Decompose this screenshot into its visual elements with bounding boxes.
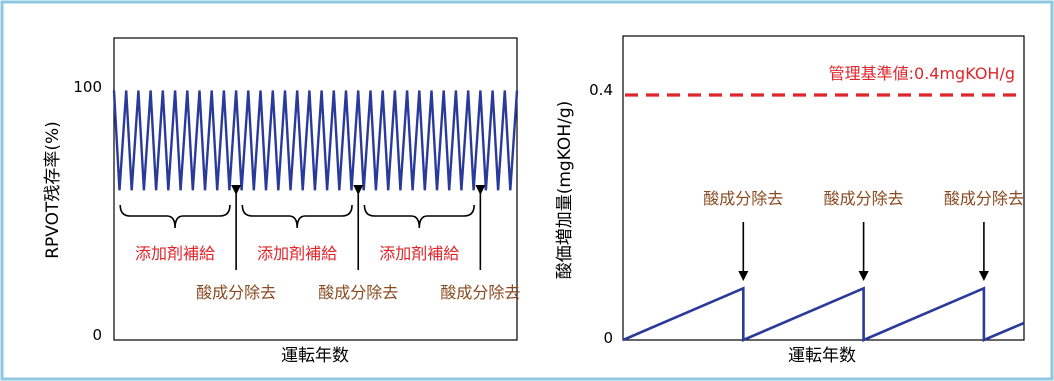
additive-brace: [119, 204, 231, 229]
acid-removal-label: 酸成分除去: [703, 189, 783, 208]
acid-removal-arrow: [231, 185, 242, 270]
acid-removal-label: 酸成分除去: [196, 283, 276, 302]
acid-value-line: [622, 286, 1025, 342]
acid-y-tick-label: 0: [603, 329, 613, 347]
additive-brace: [241, 204, 353, 229]
additive-group-label: 添加剤補給: [257, 244, 337, 263]
acid-removal-arrow: [353, 185, 364, 270]
additive-group-label: 添加剤補給: [135, 244, 215, 263]
rpvot-y-tick-label: 0: [92, 326, 102, 344]
acid-removal-arrow: [978, 222, 989, 281]
acid-removal-arrow: [858, 222, 869, 281]
rpvot-y-axis-label: RPVOT残存率(%): [43, 121, 63, 259]
rpvot-sawtooth-line: [112, 90, 519, 191]
acid-x-axis-label: 運転年数: [788, 346, 856, 366]
acid-removal-arrow: [738, 222, 749, 281]
acid-removal-label: 酸成分除去: [824, 189, 904, 208]
acid-removal-label: 酸成分除去: [944, 189, 1024, 208]
rpvot-x-axis-label: 運転年数: [281, 346, 349, 366]
acid-y-tick-label: 0.4: [589, 81, 613, 99]
additive-group-label: 添加剤補給: [379, 244, 459, 263]
acid-removal-label: 酸成分除去: [440, 283, 520, 302]
acid-y-axis-label: 酸価増加量(mgKOH/g): [555, 101, 575, 280]
acid-removal-label: 酸成分除去: [318, 283, 398, 302]
rpvot-y-tick-label: 100: [73, 78, 102, 96]
rpvot-chart: RPVOT残存率(%) 運転年数 100 0 添加剤補給 添加剤補給 添加剤補給酸成…: [43, 37, 520, 366]
acid-removal-arrow: [475, 185, 486, 270]
acid-plot-area: [622, 35, 1025, 341]
additive-brace: [363, 204, 475, 229]
threshold-label: 管理基準値:0.4mgKOH/g: [829, 64, 1015, 83]
acid-value-chart: 酸価増加量(mgKOH/g) 運転年数 0.4 0 管理基準値:0.4mgKOH…: [555, 35, 1025, 366]
